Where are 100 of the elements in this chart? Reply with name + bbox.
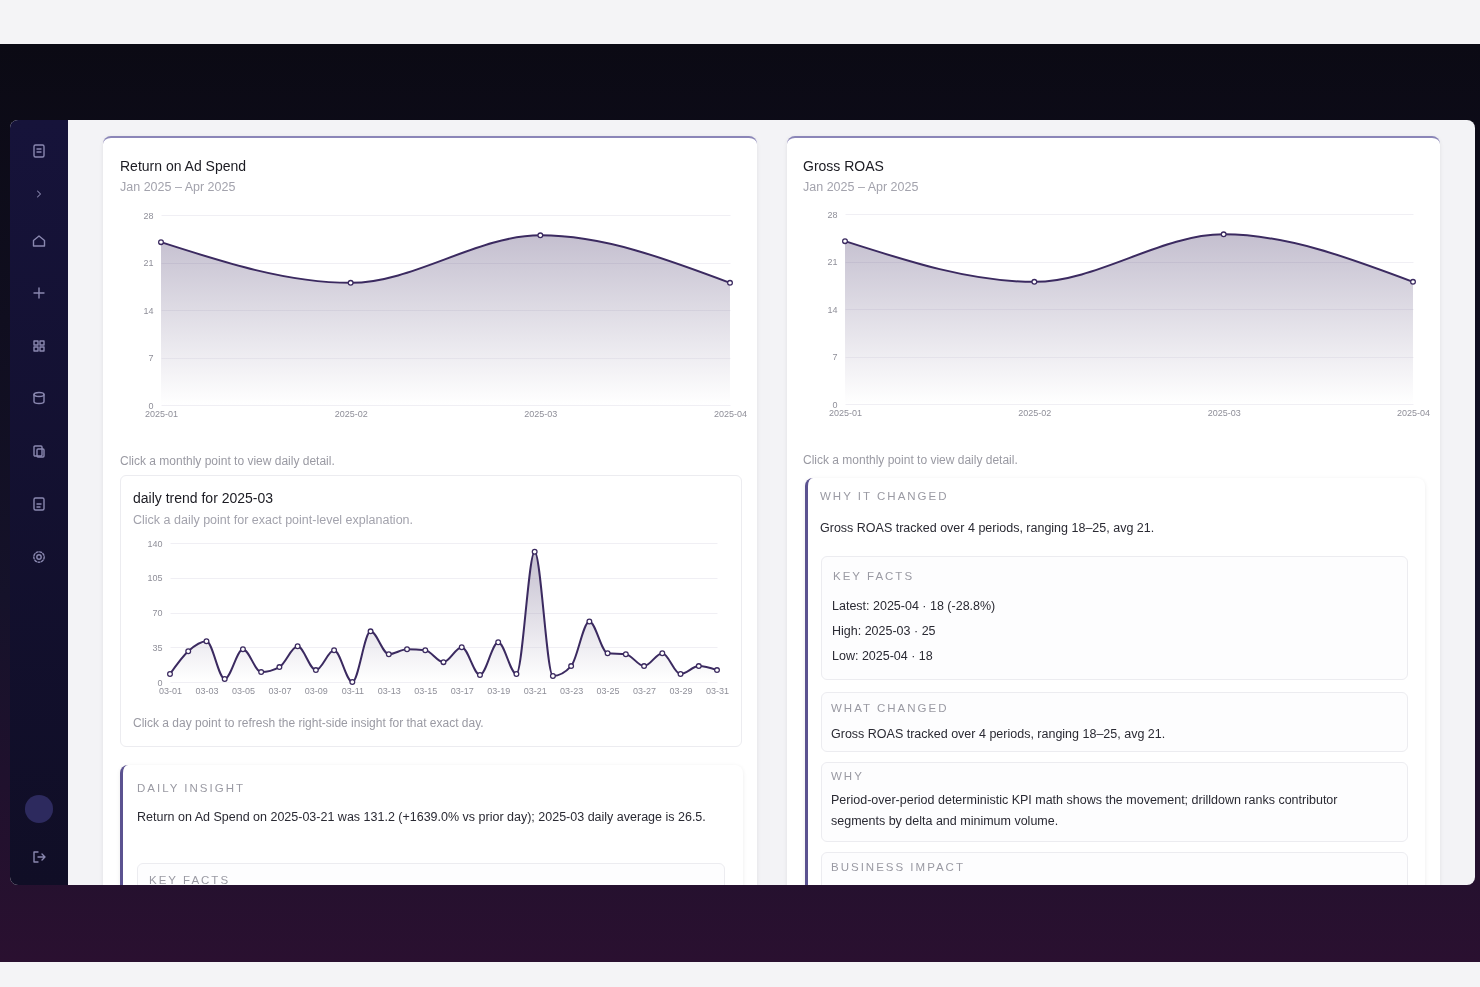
point (641, 663, 648, 670)
y-tick-label: 28 (827, 209, 838, 220)
x-tick-label: 03-15 (414, 685, 438, 696)
text: WHY (831, 770, 864, 782)
point (695, 663, 702, 670)
point (604, 650, 611, 657)
point (312, 667, 319, 674)
point (294, 643, 301, 650)
y-tick-label: 21 (827, 257, 838, 267)
x-tick-label: 03-17 (450, 685, 474, 696)
point (221, 676, 228, 683)
x-tick-label: 03-05 (231, 685, 255, 696)
x-tick-label: 03-03 (195, 685, 219, 696)
x-tick-label: 2025-01 (828, 407, 863, 418)
text: Return on Ad Spend on 2025-03-21 was 131.2 (+1639.0% vs prior day); 2025-03 daily average is 26.5. (137, 809, 707, 826)
y-tick-label: 7 (148, 353, 154, 363)
text: Low: 2025-04 · 18 (832, 648, 933, 665)
point (727, 279, 733, 286)
point (495, 639, 502, 646)
point (537, 232, 544, 239)
text: Click a monthly point to view daily detail. (120, 454, 335, 468)
x-tick-label: 2025-04 (1396, 407, 1431, 418)
x-tick-label: 03-25 (596, 685, 620, 696)
point (185, 648, 192, 655)
text: Gross ROAS tracked over 4 periods, ranging 18–25, avg 21. (831, 726, 1166, 743)
chart-title: daily trend for 2025-03 (133, 490, 274, 506)
point (1031, 278, 1038, 285)
y-tick-label: 70 (152, 608, 163, 618)
y-tick-label: 0 (148, 400, 154, 411)
chart-subtitle: Jan 2025 – Apr 2025 (803, 180, 919, 194)
point (1410, 278, 1416, 285)
x-tick-label: 03-09 (304, 685, 328, 696)
point (659, 650, 666, 657)
point (422, 647, 429, 654)
point (258, 669, 265, 676)
point (347, 279, 354, 286)
y-tick-label: 28 (143, 210, 154, 221)
point (349, 679, 356, 685)
y-tick-label: 0 (157, 677, 163, 688)
y-tick-label: 35 (152, 642, 163, 653)
x-tick-label: 2025-01 (144, 408, 179, 419)
point (714, 667, 720, 674)
y-tick-label: 140 (147, 538, 163, 549)
y-tick-label: 105 (147, 573, 163, 584)
y-tick-label: 7 (832, 352, 838, 362)
x-tick-label: 03-13 (377, 685, 401, 696)
point (677, 671, 684, 678)
point (586, 618, 593, 625)
text: WHAT CHANGED (831, 702, 949, 714)
x-tick-label: 03-21 (523, 685, 547, 696)
text: KEY FACTS (149, 874, 231, 886)
point (239, 646, 246, 653)
x-tick-label: 03-07 (268, 685, 292, 696)
text: Gross ROAS tracked over 4 periods, ranging 18–25, avg 21. (820, 520, 1156, 537)
point (842, 238, 848, 245)
point (158, 239, 164, 246)
point (1220, 231, 1227, 238)
x-tick-label: 2025-04 (713, 408, 748, 419)
text: BUSINESS IMPACT (831, 861, 965, 873)
text: High: 2025-03 · 25 (832, 623, 936, 640)
point (458, 644, 465, 651)
text: WHY IT CHANGED (820, 490, 949, 502)
point (367, 628, 374, 635)
point (531, 548, 538, 555)
x-tick-label: 03-11 (341, 685, 365, 696)
text: Click a day point to refresh the right-side insight for that exact day. (133, 716, 484, 730)
chart-title: Gross ROAS (803, 158, 884, 174)
y-tick-label: 14 (827, 304, 838, 315)
point (568, 663, 575, 670)
point (476, 672, 483, 679)
text: DAILY INSIGHT (137, 782, 246, 794)
text: Period-over-period deterministic KPI math shows the movement; drilldown ranks contributor segments by delta and minimum volume. (831, 792, 1339, 830)
point (440, 659, 447, 666)
x-tick-label: 2025-02 (1018, 407, 1052, 418)
point (203, 638, 210, 645)
point (276, 664, 283, 671)
x-tick-label: 03-31 (705, 685, 730, 696)
text: Click a monthly point to view daily detail. (803, 453, 1018, 467)
chart-subtitle: Click a daily point for exact point-level explanation. (133, 513, 414, 527)
point (331, 647, 338, 654)
x-tick-label: 2025-03 (1207, 407, 1241, 418)
point (513, 671, 520, 678)
x-tick-label: 03-29 (669, 685, 693, 696)
point (404, 646, 411, 653)
point (549, 673, 556, 680)
point (385, 651, 392, 658)
y-tick-label: 21 (143, 258, 154, 268)
text: KEY FACTS (833, 570, 915, 582)
x-tick-label: 03-23 (560, 685, 584, 696)
y-tick-label: 14 (143, 305, 154, 316)
chart-title: Return on Ad Spend (120, 158, 247, 174)
x-tick-label: 03-01 (158, 685, 183, 696)
y-tick-label: 0 (832, 399, 838, 410)
x-tick-label: 2025-02 (334, 408, 368, 419)
x-tick-label: 03-27 (633, 685, 657, 696)
chart-subtitle: Jan 2025 – Apr 2025 (120, 180, 236, 194)
text: Latest: 2025-04 · 18 (-28.8%) (832, 598, 996, 615)
point (622, 651, 629, 658)
point (167, 671, 173, 678)
x-tick-label: 2025-03 (524, 408, 558, 419)
